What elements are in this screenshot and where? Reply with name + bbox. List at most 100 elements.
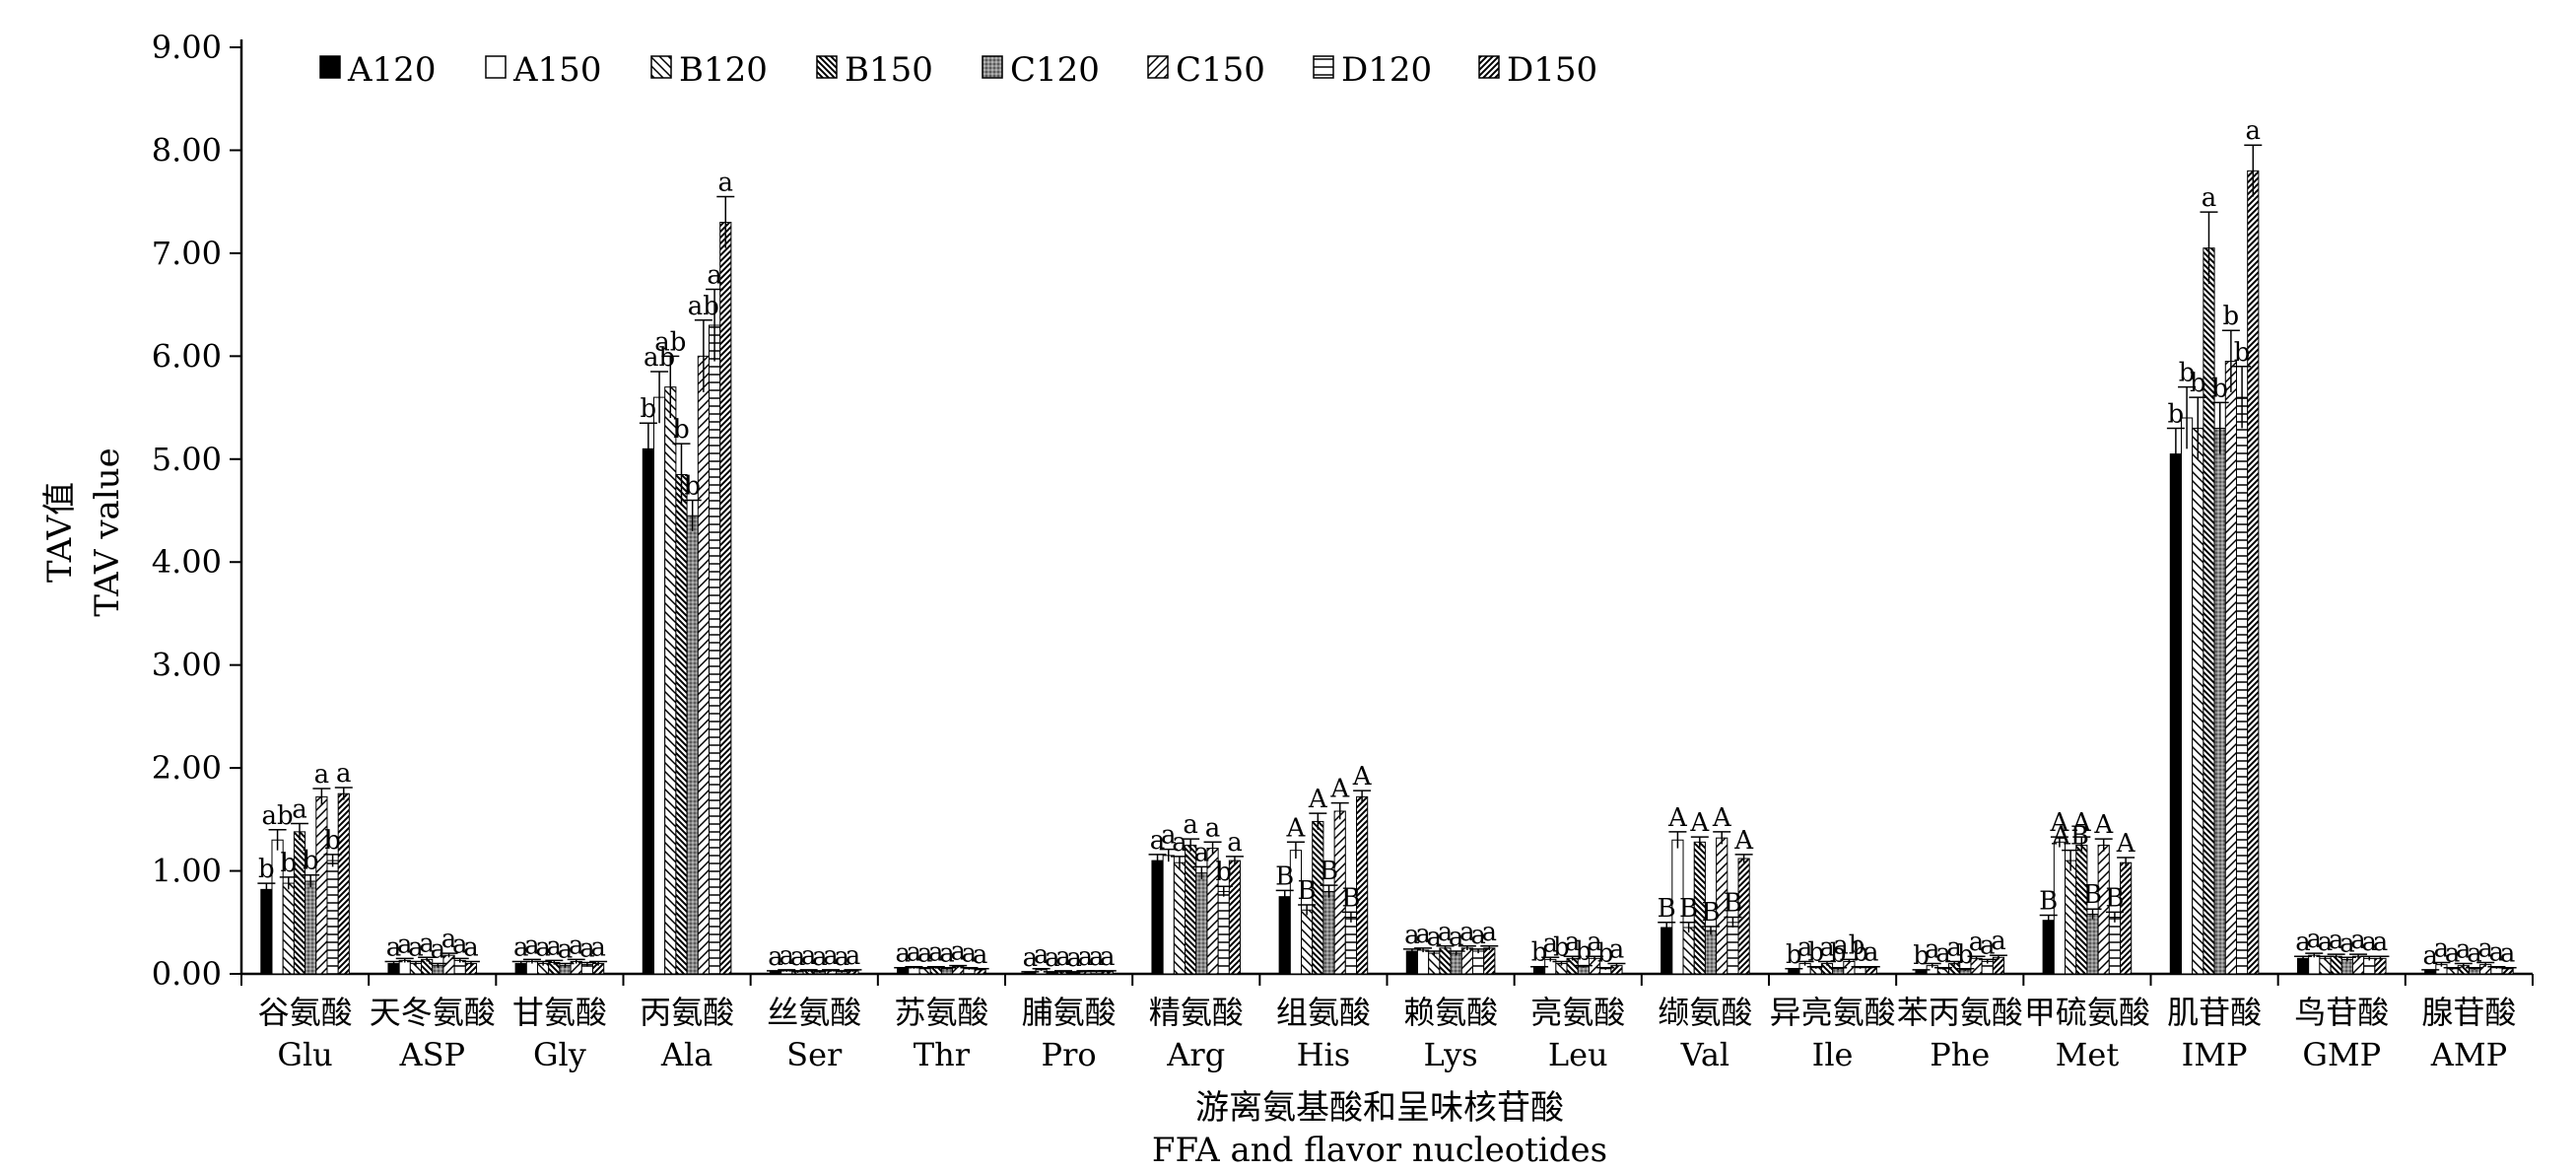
significance-label: a <box>1449 923 1464 952</box>
significance-label: a <box>1045 943 1060 973</box>
x-tick-label-en: His <box>1297 1036 1351 1073</box>
significance-label: b <box>1553 932 1570 962</box>
bar-A120-Met <box>2042 920 2055 975</box>
bar-D120-Arg <box>1217 890 1230 975</box>
significance-label: A <box>2050 808 2070 838</box>
y-tick-label: 0.00 <box>152 955 222 993</box>
significance-label: a <box>1542 929 1558 958</box>
bar-C150-IMP <box>2224 361 2237 975</box>
x-tick-label-en: Leu <box>1548 1036 1608 1073</box>
significance-label: b <box>2211 374 2228 403</box>
significance-label: a <box>1100 942 1116 972</box>
significance-label: a <box>1587 928 1602 957</box>
significance-label: a <box>292 795 307 825</box>
significance-label: a <box>336 759 352 789</box>
significance-label: a <box>1089 942 1105 972</box>
x-tick-label-en: ASP <box>398 1036 465 1073</box>
legend-label-A120: A120 <box>347 50 436 90</box>
significance-label: a <box>1864 938 1879 968</box>
significance-label: a <box>834 942 849 972</box>
y-tick-label: 7.00 <box>152 235 222 272</box>
significance-label: b <box>303 847 319 876</box>
bar-C150-Glu <box>315 795 328 975</box>
significance-label: b <box>1531 938 1548 968</box>
significance-label: b <box>2190 369 2206 398</box>
x-tick-label-en: Arg <box>1166 1036 1225 1073</box>
legend-swatch-B120 <box>650 55 672 79</box>
x-tick-label-cn: 丙氨酸 <box>640 994 734 1031</box>
significance-label: a <box>812 942 828 972</box>
x-tick-label-cn: 缬氨酸 <box>1658 994 1752 1031</box>
y-tick-label: 2.00 <box>152 749 222 787</box>
significance-label: a <box>579 934 595 964</box>
y-tick-label: 9.00 <box>152 29 222 66</box>
significance-label: a <box>718 168 734 197</box>
x-tick-label-cn: 谷氨酸 <box>258 994 353 1031</box>
significance-label: ab <box>644 343 675 373</box>
significance-label: a <box>2306 925 2322 954</box>
bar-C120-Arg <box>1195 872 1208 975</box>
significance-label: a <box>1161 821 1177 851</box>
x-tick-label-cn: 肌苷酸 <box>2167 994 2262 1031</box>
significance-label: a <box>768 942 783 972</box>
significance-label: b <box>324 826 341 856</box>
significance-label: a <box>1066 943 1082 973</box>
significance-label: a <box>1078 942 1094 972</box>
significance-label: a <box>524 930 540 960</box>
bar-A120-IMP <box>2169 453 2182 975</box>
significance-label: a <box>1482 918 1498 947</box>
significance-label: a <box>2361 928 2377 957</box>
x-tick-label-cn: 鸟苷酸 <box>2294 994 2389 1031</box>
significance-label: a <box>408 932 424 962</box>
significance-label: a <box>547 931 563 961</box>
significance-label: A <box>2071 808 2092 838</box>
significance-label: a <box>1415 920 1431 949</box>
bar-B150-Ala <box>675 473 688 975</box>
bar-C120-GMP <box>2340 958 2353 975</box>
x-tick-label-en: Ile <box>1812 1036 1854 1073</box>
x-tick-label-cn: 脯氨酸 <box>1022 994 1117 1031</box>
significance-label: b <box>1786 940 1802 970</box>
significance-label: ab <box>688 292 719 321</box>
significance-label: b <box>2179 359 2196 388</box>
x-tick-label-cn: 组氨酸 <box>1276 994 1371 1031</box>
y-tick-label: 4.00 <box>152 543 222 581</box>
bar-C120-Val <box>1704 930 1718 975</box>
y-tick-label: 5.00 <box>152 441 222 478</box>
bar-B120-Ala <box>664 386 677 975</box>
bar-B150-GMP <box>2330 955 2342 975</box>
significance-label: a <box>2500 939 2516 969</box>
bar-D120-Glu <box>326 860 339 975</box>
x-tick-label-en: AMP <box>2430 1036 2507 1073</box>
legend-label-D120: D120 <box>1341 50 1432 90</box>
significance-label: a <box>513 932 529 962</box>
significance-label: a <box>928 938 944 968</box>
bar-D150-Ala <box>719 222 732 975</box>
significance-label: a <box>1565 928 1581 957</box>
significance-label: a <box>1172 828 1187 858</box>
y-tick-label: 8.00 <box>152 131 222 169</box>
significance-label: A <box>1352 762 1373 792</box>
legend-label-D150: D150 <box>1507 50 1597 90</box>
bar-C120-IMP <box>2213 427 2226 975</box>
x-tick-label-cn: 甲硫氨酸 <box>2024 994 2150 1031</box>
x-tick-label-cn: 腺苷酸 <box>2421 994 2516 1031</box>
legend-label-B150: B150 <box>845 50 933 90</box>
x-tick-label-cn: 甘氨酸 <box>512 994 607 1031</box>
significance-label: a <box>314 760 330 790</box>
significance-label: b <box>1957 940 1974 970</box>
bar-D150-Met <box>2120 861 2133 975</box>
significance-label: ab <box>262 801 294 831</box>
y-axis-title-cn: TAV值 <box>40 482 80 583</box>
x-tick-label-cn: 赖氨酸 <box>1403 994 1498 1031</box>
x-tick-label-en: Glu <box>277 1036 332 1073</box>
bar-A150-Ala <box>652 396 666 975</box>
axes <box>239 39 2534 986</box>
x-tick-label-cn: 丝氨酸 <box>767 994 861 1031</box>
bar-C120-Lys <box>1450 952 1462 975</box>
significance-label: a <box>1797 932 1813 962</box>
bar-B120-IMP <box>2192 427 2204 975</box>
significance-label: a <box>779 941 794 971</box>
significance-label: b <box>1830 939 1847 969</box>
